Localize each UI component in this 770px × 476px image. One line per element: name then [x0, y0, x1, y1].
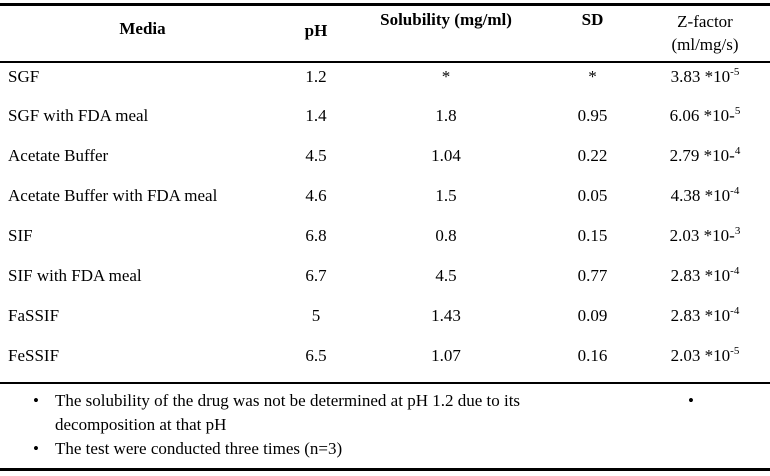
table-row: SGF 1.2 * * 3.83 *10-5 [0, 62, 770, 102]
zfactor-exponent: -4 [730, 265, 740, 277]
footnote-item: The test were conducted three times (n=3… [33, 437, 558, 461]
zfactor-cell: 2.83 *10-4 [640, 302, 770, 342]
ph-cell: 4.5 [305, 146, 327, 165]
ph-cell: 6.5 [305, 346, 327, 365]
header-zfactor-line2: (ml/mg/s) [671, 35, 739, 54]
zfactor-base: 4.38 *10 [670, 186, 731, 205]
media-cell: FaSSIF [8, 306, 60, 325]
media-cell: SGF with FDA meal [8, 106, 149, 125]
table-row: SIF 6.8 0.8 0.15 2.03 *10-3 [0, 222, 770, 262]
media-cell: SIF with FDA meal [8, 266, 142, 285]
solubility-cell: * [441, 67, 451, 86]
zfactor-exponent: -5 [730, 66, 740, 78]
table-row: SIF with FDA meal 6.7 4.5 0.77 2.83 *10-… [0, 262, 770, 302]
header-zfactor-line1: Z-factor [677, 12, 733, 31]
sd-cell: 0.22 [577, 146, 608, 165]
footnote-list: The solubility of the drug was not be de… [33, 389, 558, 461]
sd-cell: 0.15 [577, 226, 608, 245]
header-ph: pH [285, 6, 347, 63]
zfactor-exponent: 4 [734, 145, 741, 157]
zfactor-cell: 2.83 *10-4 [640, 262, 770, 302]
sd-cell: 0.95 [577, 106, 608, 125]
media-cell: Acetate Buffer [8, 146, 109, 165]
ph-cell: 4.6 [305, 186, 327, 205]
solubility-cell: 1.04 [431, 146, 461, 165]
zfactor-base: 6.06 *10- [669, 106, 735, 125]
zfactor-exponent: -4 [730, 305, 740, 317]
sd-cell: 0.16 [577, 346, 608, 365]
zfactor-base: 2.79 *10- [669, 146, 735, 165]
zfactor-base: 2.83 *10 [670, 266, 731, 285]
sd-cell: * [588, 67, 597, 86]
sd-cell: 0.05 [577, 186, 608, 205]
solubility-cell: 1.07 [431, 346, 461, 365]
media-cell: FeSSIF [8, 346, 60, 365]
zfactor-base: 2.03 *10 [670, 346, 731, 365]
table-row: FaSSIF 5 1.43 0.09 2.83 *10-4 [0, 302, 770, 342]
header-media: Media [0, 6, 285, 63]
solubility-cell: 0.8 [435, 226, 457, 245]
zfactor-cell: 2.03 *10-5 [640, 342, 770, 382]
top-border-rule [0, 3, 770, 6]
zfactor-base: 3.83 *10 [670, 67, 731, 86]
solubility-table: Media pH Solubility (mg/ml) SD Z-factor … [0, 6, 770, 382]
header-sd: SD [545, 6, 640, 63]
table-row: Acetate Buffer with FDA meal 4.6 1.5 0.0… [0, 182, 770, 222]
zfactor-base: 2.83 *10 [670, 306, 731, 325]
media-cell: Acetate Buffer with FDA meal [8, 186, 218, 205]
table-header: Media pH Solubility (mg/ml) SD Z-factor … [0, 6, 770, 63]
stray-bullet: • [688, 391, 694, 410]
ph-cell: 6.8 [305, 226, 327, 245]
zfactor-exponent: -5 [730, 345, 740, 357]
zfactor-cell: 2.79 *10-4 [640, 142, 770, 182]
zfactor-cell: 6.06 *10-5 [640, 102, 770, 142]
solubility-cell: 1.43 [431, 306, 461, 325]
header-zfactor: Z-factor (ml/mg/s) [640, 6, 770, 63]
ph-cell: 1.2 [305, 67, 327, 86]
solubility-cell: 1.5 [435, 186, 457, 205]
table-row: FeSSIF 6.5 1.07 0.16 2.03 *10-5 [0, 342, 770, 382]
footnote-separator-rule [0, 382, 770, 384]
zfactor-exponent: 5 [734, 105, 741, 117]
zfactor-base: 2.03 *10- [669, 226, 735, 245]
sd-cell: 0.09 [577, 306, 608, 325]
header-row: Media pH Solubility (mg/ml) SD Z-factor … [0, 6, 770, 63]
solubility-cell: 1.8 [435, 106, 457, 125]
ph-cell: 1.4 [305, 106, 327, 125]
table-row: SGF with FDA meal 1.4 1.8 0.95 6.06 *10-… [0, 102, 770, 142]
zfactor-exponent: 3 [734, 225, 741, 237]
table-body: SGF 1.2 * * 3.83 *10-5 SGF with FDA meal… [0, 62, 770, 382]
footnote-item: The solubility of the drug was not be de… [33, 389, 558, 437]
ph-cell: 5 [311, 306, 321, 325]
header-solubility: Solubility (mg/ml) [347, 6, 545, 63]
zfactor-cell: 4.38 *10-4 [640, 182, 770, 222]
media-cell: SGF [8, 67, 40, 86]
zfactor-exponent: -4 [730, 185, 740, 197]
media-cell: SIF [8, 226, 33, 245]
bottom-border-rule [0, 468, 770, 471]
solubility-cell: 4.5 [435, 266, 457, 285]
footnotes-section: The solubility of the drug was not be de… [0, 384, 770, 468]
table-row: Acetate Buffer 4.5 1.04 0.22 2.79 *10-4 [0, 142, 770, 182]
ph-cell: 6.7 [305, 266, 327, 285]
zfactor-cell: 2.03 *10-3 [640, 222, 770, 262]
sd-cell: 0.77 [577, 266, 608, 285]
zfactor-cell: 3.83 *10-5 [640, 62, 770, 102]
